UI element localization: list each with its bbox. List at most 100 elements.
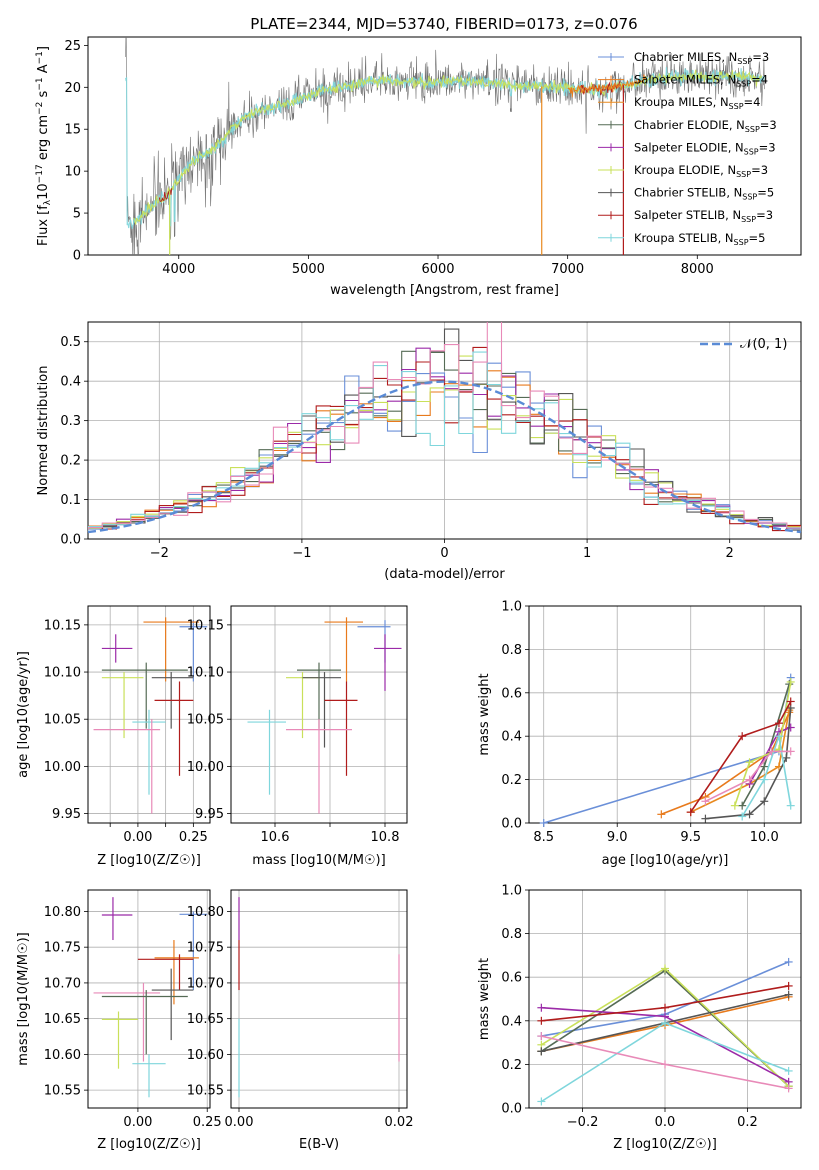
legend-label: Chabrier MILES, NSSP=3	[634, 50, 769, 66]
x-tick-label: 5000	[292, 262, 325, 277]
weight_vs_age-axes: 8.5 9.0 9.5 10.0 0.0 0.2 0.4 0.6 0.8 1.0	[501, 600, 802, 845]
y-tick-label: 0.6	[501, 971, 522, 986]
legend-label: Salpeter STELIB, NSSP=3	[634, 208, 773, 224]
y-axis-label: mass weight	[477, 958, 492, 1040]
x-axis-label: (data-model)/error	[384, 567, 505, 582]
x-tick-label: 9.0	[607, 830, 628, 845]
x-tick-label: 8.5	[533, 830, 554, 845]
axes-frame	[87, 321, 802, 540]
x-tick-label: −2	[150, 546, 169, 561]
legend-label: Kroupa STELIB, NSSP=5	[634, 231, 765, 247]
x-tick-label: 0.00	[225, 1115, 254, 1130]
y-tick-label: 9.95	[195, 807, 224, 822]
y-tick-label: 10.15	[187, 618, 224, 633]
axes-frame	[528, 889, 802, 1109]
y-tick-label: 0	[73, 249, 81, 264]
y-tick-label: 10.65	[44, 1012, 81, 1027]
x-tick-label: 10.6	[261, 830, 290, 845]
y-axis-label: mass weight	[477, 673, 492, 755]
x-tick-label: 10.8	[371, 830, 400, 845]
y-tick-label: 0.4	[60, 375, 81, 390]
x-axis-label: Z [log10(Z/Z☉)]	[97, 853, 201, 868]
x-tick-label: 0.00	[123, 1115, 152, 1130]
legend-label-normal: 𝒩(0, 1)	[740, 337, 787, 352]
y-tick-label: 10.75	[187, 941, 224, 956]
y-tick-label: 10.60	[44, 1048, 81, 1063]
y-tick-label: 0.2	[501, 1058, 522, 1073]
x-axis-label: E(B-V)	[299, 1137, 339, 1152]
y-tick-label: 0.6	[501, 686, 522, 701]
model-spectrum	[567, 74, 646, 98]
y-tick-label: 0.0	[501, 817, 522, 832]
x-tick-label: 1	[583, 546, 591, 561]
y-tick-label: 0.8	[501, 643, 522, 658]
histogram-step	[88, 322, 801, 531]
y-tick-label: 0.2	[60, 454, 81, 469]
y-tick-label: 10.10	[44, 666, 81, 681]
y-tick-label: 20	[64, 81, 81, 96]
model-spectrum	[133, 69, 763, 225]
x-tick-label: 0.00	[123, 830, 152, 845]
y-tick-label: 10.15	[44, 618, 81, 633]
y-axis-label: age [log10(age/yr)]	[16, 651, 31, 778]
axes-frame	[87, 889, 211, 1109]
legend-label: Salpeter ELODIE, NSSP=3	[634, 140, 776, 156]
y-axis-label: Normed distribution	[36, 366, 51, 496]
legend-label: Chabrier STELIB, NSSP=5	[634, 186, 774, 202]
legend-label: Salpeter MILES, NSSP=4	[634, 73, 768, 89]
y-tick-label: 10.70	[44, 976, 81, 991]
axes-frame	[230, 889, 408, 1109]
age_vs_mass-axes: 10.6 10.8 9.95 10.00 10.05 10.10 10.15	[187, 605, 408, 845]
y-tick-label: 1.0	[501, 600, 522, 615]
weight-line	[690, 701, 792, 813]
y-tick-label: 10.75	[44, 941, 81, 956]
legend-label: Kroupa ELODIE, NSSP=3	[634, 163, 768, 179]
axes-frame	[87, 36, 802, 256]
x-tick-label: 10.0	[750, 830, 779, 845]
y-tick-label: 0.1	[60, 493, 81, 508]
observed-spectrum	[125, 37, 765, 255]
axes-frame	[528, 605, 802, 824]
model-spectrum-kroupa-stelib	[125, 67, 765, 229]
histogram-step	[88, 370, 801, 528]
y-tick-label: 0.8	[501, 927, 522, 942]
age_vs_Z-axes: 0.00 0.25 9.95 10.00 10.05 10.10 10.15	[44, 605, 211, 845]
y-tick-label: 10.80	[44, 905, 81, 920]
weight_vs_Z-axes: −0.2 0.0 0.2 0.0 0.2 0.4 0.6 0.8 1.0	[501, 884, 802, 1130]
x-tick-label: 0	[440, 546, 448, 561]
spectrum-axes: 4000 5000 6000 7000 8000 0 5 10 15 20 25	[64, 36, 802, 277]
y-tick-label: 10.10	[187, 666, 224, 681]
y-tick-label: 25	[64, 39, 81, 54]
y-tick-label: 10.05	[187, 713, 224, 728]
y-tick-label: 0.4	[501, 730, 522, 745]
y-tick-label: 10.55	[187, 1084, 224, 1099]
x-axis-label: mass [log10(M/M☉)]	[252, 853, 385, 868]
x-axis-label: Z [log10(Z/Z☉)]	[613, 1137, 717, 1152]
x-tick-label: 2	[726, 546, 734, 561]
y-axis-label: mass [log10(M/M☉)]	[16, 932, 31, 1065]
y-tick-label: 9.95	[52, 807, 81, 822]
x-tick-label: 0.25	[179, 830, 208, 845]
x-tick-label: 4000	[162, 262, 195, 277]
y-tick-label: 10.05	[44, 713, 81, 728]
weight-line	[543, 677, 792, 823]
weight-line	[690, 710, 790, 813]
legend-label: Chabrier ELODIE, NSSP=3	[634, 118, 777, 134]
y-tick-label: 10.70	[187, 976, 224, 991]
y-tick-label: 10.00	[44, 760, 81, 775]
y-tick-label: 1.0	[501, 884, 522, 899]
y-tick-label: 0.4	[501, 1014, 522, 1029]
y-tick-label: 10.80	[187, 905, 224, 920]
y-tick-label: 10.60	[187, 1048, 224, 1063]
axes-frame	[87, 605, 211, 824]
y-tick-label: 10	[64, 165, 81, 180]
legend-label: Kroupa MILES, NSSP=4	[634, 95, 760, 111]
x-tick-label: 0.25	[193, 1115, 222, 1130]
y-tick-label: 0.3	[60, 414, 81, 429]
x-tick-label: 7000	[551, 262, 584, 277]
x-tick-label: −0.2	[567, 1115, 599, 1130]
weight-line	[741, 735, 792, 817]
x-tick-label: 0.0	[655, 1115, 676, 1130]
x-tick-label: −1	[292, 546, 311, 561]
